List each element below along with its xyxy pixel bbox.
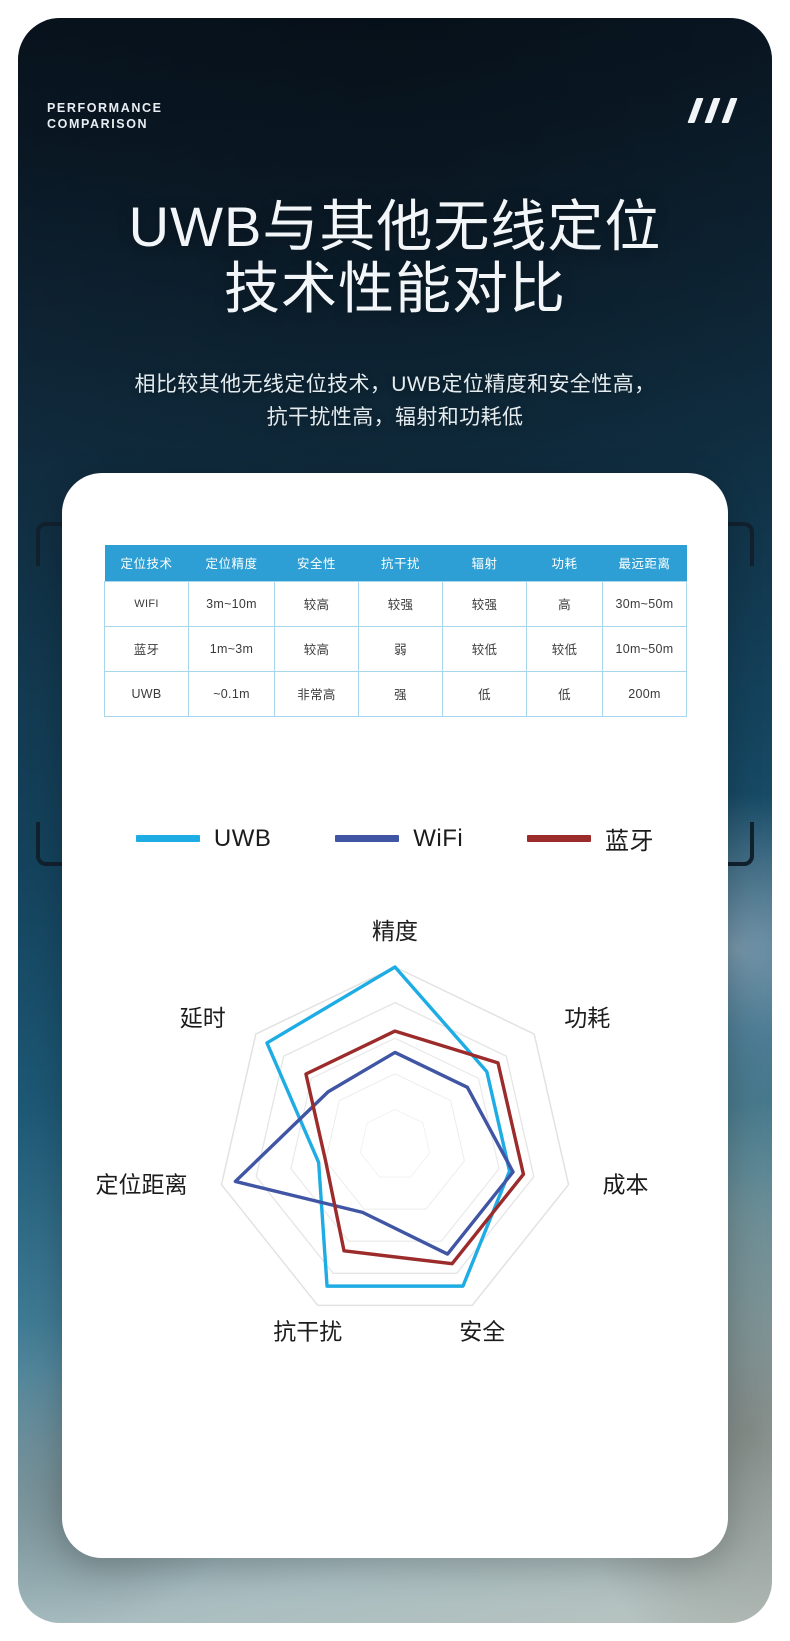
legend-swatch-wifi — [335, 835, 400, 842]
table-header-cell: 抗干扰 — [358, 545, 443, 581]
frame-bracket-top-left — [36, 522, 70, 566]
radar-axis-label: 定位距离 — [96, 1172, 188, 1198]
radar-grid — [220, 966, 570, 1307]
comparison-table: 定位技术 定位精度 安全性 抗干扰 辐射 功耗 最远距离 WIFI 3m~10m… — [104, 545, 687, 717]
chart-legend: UWB WiFi 蓝牙 — [104, 821, 686, 856]
radar-axis-label: 精度 — [372, 918, 418, 944]
content-card: 定位技术 定位精度 安全性 抗干扰 辐射 功耗 最远距离 WIFI 3m~10m… — [62, 473, 728, 1558]
radar-axis-label: 抗干扰 — [273, 1318, 342, 1344]
radar-axis-label: 安全 — [459, 1318, 505, 1344]
table-cell: 低 — [526, 670, 603, 717]
table-cell: 强 — [358, 670, 443, 717]
page-title-line-2: 技术性能对比 — [224, 257, 566, 320]
table-cell: 非常高 — [274, 670, 359, 717]
table-cell: 较强 — [442, 580, 527, 627]
table-row: 蓝牙 1m~3m 较高 弱 较低 较低 10m~50m — [104, 625, 687, 672]
frame-bracket-bottom-right — [720, 822, 754, 866]
legend-swatch-bluetooth — [527, 835, 592, 842]
page-title: UWB与其他无线定位 技术性能对比 — [0, 196, 790, 320]
table-header-cell: 最远距离 — [602, 545, 687, 581]
table-cell: UWB — [104, 670, 189, 717]
table-header-row: 定位技术 定位精度 安全性 抗干扰 辐射 功耗 最远距离 — [104, 545, 687, 581]
table-cell: 3m~10m — [188, 580, 275, 627]
eyebrow-label: PERFORMANCE COMPARISON — [47, 100, 163, 132]
table-cell: 高 — [526, 580, 603, 627]
legend-label-wifi: WiFi — [413, 824, 464, 852]
triple-slash-icon — [687, 98, 746, 124]
table-cell: 较强 — [358, 580, 443, 627]
table-cell: WIFI — [104, 580, 189, 627]
radar-axis-label: 功耗 — [564, 1005, 610, 1031]
legend-item-wifi: WiFi — [335, 825, 463, 853]
legend-label-bluetooth: 蓝牙 — [605, 828, 655, 855]
table-cell: 10m~50m — [602, 625, 687, 672]
table-cell: 较低 — [526, 625, 603, 672]
table-cell: 30m~50m — [602, 580, 687, 627]
table-header-cell: 定位技术 — [104, 545, 189, 581]
radar-axis-label: 成本 — [603, 1172, 649, 1198]
table-cell: 200m — [602, 670, 687, 717]
radar-axis-label: 延时 — [180, 1005, 226, 1031]
legend-label-uwb: UWB — [213, 824, 272, 852]
page-title-line-1: UWB与其他无线定位 — [128, 195, 662, 258]
page-subtitle-line-2: 抗干扰性高，辐射和功耗低 — [266, 406, 524, 429]
table-cell: 弱 — [358, 625, 443, 672]
table-cell: 蓝牙 — [104, 625, 189, 672]
table-header-cell: 功耗 — [526, 545, 603, 581]
comparison-table-wrapper: 定位技术 定位精度 安全性 抗干扰 辐射 功耗 最远距离 WIFI 3m~10m… — [104, 545, 687, 717]
table-row: WIFI 3m~10m 较高 较强 较强 高 30m~50m — [104, 580, 687, 627]
table-cell: 较高 — [274, 580, 359, 627]
table-cell: 1m~3m — [188, 625, 275, 672]
table-row: UWB ~0.1m 非常高 强 低 低 200m — [104, 670, 687, 717]
eyebrow-line-2: COMPARISON — [47, 117, 149, 131]
table-header-cell: 辐射 — [442, 545, 527, 581]
page-subtitle: 相比较其他无线定位技术，UWB定位精度和安全性高， 抗干扰性高，辐射和功耗低 — [0, 368, 790, 434]
table-cell: 低 — [442, 670, 527, 717]
page-subtitle-line-1: 相比较其他无线定位技术，UWB定位精度和安全性高， — [134, 373, 656, 396]
radar-series — [233, 965, 526, 1288]
legend-item-uwb: UWB — [135, 824, 272, 853]
frame-bracket-top-right — [720, 522, 754, 566]
table-header-cell: 定位精度 — [188, 545, 275, 581]
table-header-cell: 安全性 — [274, 545, 359, 581]
radar-chart: 精度功耗成本安全 抗干扰 定位距离 延时 — [80, 893, 710, 1413]
eyebrow-line-1: PERFORMANCE — [47, 101, 163, 115]
legend-swatch-uwb — [135, 835, 200, 842]
frame-bracket-bottom-left — [36, 822, 70, 866]
table-cell: 较低 — [442, 625, 527, 672]
legend-item-bluetooth: 蓝牙 — [527, 821, 654, 856]
table-cell: 较高 — [274, 625, 359, 672]
table-cell: ~0.1m — [188, 670, 275, 717]
